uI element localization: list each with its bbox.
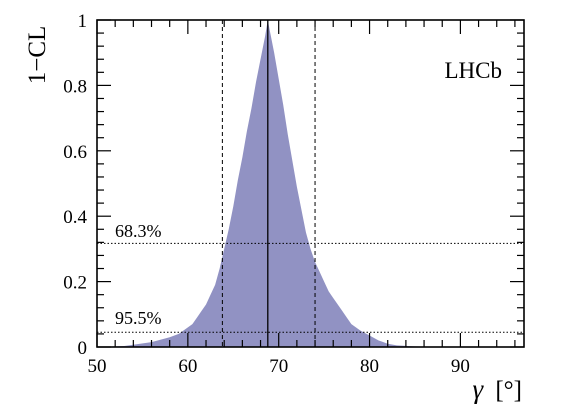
x-axis-label: γ [°] bbox=[472, 374, 522, 404]
plot-frame bbox=[96, 19, 525, 348]
y-axis-label: 1−CL bbox=[24, 26, 51, 85]
x-tick-label: 50 bbox=[88, 356, 107, 377]
y-tick-label: 0 bbox=[78, 338, 88, 359]
lhcb-annotation: LHCb bbox=[445, 58, 503, 83]
x-tick-label: 70 bbox=[269, 356, 288, 377]
x-axis-unit: [°] bbox=[495, 377, 522, 404]
y-tick-label: 0.4 bbox=[63, 207, 87, 228]
axes-frame bbox=[96, 19, 525, 348]
x-axis-symbol: γ bbox=[472, 374, 484, 404]
pvalue-area bbox=[97, 20, 524, 347]
y-tick-label: 1 bbox=[78, 11, 88, 32]
x-tick-label: 90 bbox=[451, 356, 470, 377]
y-tick-label: 0.8 bbox=[63, 76, 87, 97]
labels: 1−CL γ [°] LHCb 68.3% 95.5% 50 60 70 80 90 0 0… bbox=[24, 11, 522, 404]
y-tick-label: 0.6 bbox=[63, 142, 87, 163]
cl-label-95: 95.5% bbox=[115, 308, 162, 328]
x-tick-label: 80 bbox=[360, 356, 379, 377]
y-tick-label: 0.2 bbox=[63, 273, 87, 294]
x-tick-label: 60 bbox=[178, 356, 197, 377]
cl-label-68: 68.3% bbox=[115, 221, 162, 241]
plot-area bbox=[97, 20, 524, 347]
